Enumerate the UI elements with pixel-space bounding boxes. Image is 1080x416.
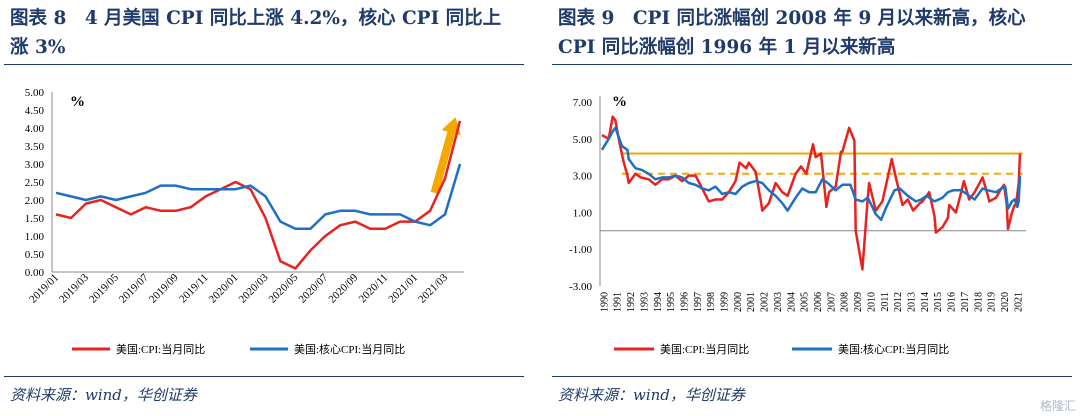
x-tick-label: 2019/09 [147, 271, 181, 305]
x-tick-label: 2004 [786, 292, 797, 312]
right-chart: 7.005.003.001.00-1.00-3.00%1990 1991 1992 1… [569, 94, 1026, 356]
x-tick-label: 2019/03 [57, 271, 91, 305]
x-tick-label: 1994 [653, 292, 664, 312]
x-tick-label: 2008 [840, 292, 851, 312]
x-tick-label: 1998 [706, 292, 717, 312]
y-tick-label: 1.00 [573, 207, 593, 219]
y-tick-label: 7.00 [573, 97, 593, 109]
x-tick-label: 2009 [853, 292, 864, 312]
x-tick-label: 2021/01 [386, 272, 420, 306]
right-bottom-rule [552, 376, 1072, 377]
y-tick-label: 4.50 [25, 105, 45, 117]
y-tick-label: 3.00 [573, 171, 593, 183]
right-source: 资料来源：wind，华创证券 [558, 386, 745, 404]
unit-label: % [70, 94, 85, 110]
x-tick-label: 2011 [880, 292, 891, 312]
legend-label: 美国:CPI:当月同比 [660, 342, 749, 356]
x-tick-label: 2019/05 [87, 271, 121, 305]
x-tick-label: 2019 [987, 292, 998, 312]
x-tick-label: 2021/03 [416, 271, 450, 305]
legend-label: 美国:核心CPI:当月同比 [294, 342, 405, 356]
legend-label: 美国:核心CPI:当月同比 [838, 342, 949, 356]
x-tick-label: 1991 [613, 292, 624, 312]
x-tick-label: 2020/07 [296, 271, 330, 305]
watermark-logo: 格隆汇 [1039, 399, 1076, 413]
y-tick-label: 4.00 [25, 123, 45, 135]
x-tick-label: 2017 [960, 292, 971, 312]
left-title-line1: 图表 8 4 月美国 CPI 同比上涨 4.2%，核心 CPI 同比上 [10, 8, 502, 29]
x-tick-label: 2003 [773, 292, 784, 312]
right-title-line1: 图表 9 CPI 同比涨幅创 2008 年 9 月以来新高，核心 [558, 8, 1026, 29]
x-tick-label: 2018 [973, 292, 984, 312]
left-title-rule [4, 64, 524, 65]
y-tick-label: -1.00 [569, 244, 592, 256]
x-tick-label: 1995 [666, 292, 677, 312]
left-title-line2: 涨 3% [10, 37, 66, 58]
x-tick-label: 2010 [866, 292, 877, 312]
x-tick-label: 2016 [947, 292, 958, 312]
x-tick-label: 2005 [800, 292, 811, 312]
y-tick-label: 2.00 [25, 195, 45, 207]
x-tick-label: 2001 [746, 292, 757, 312]
y-tick-label: 3.00 [25, 159, 45, 171]
y-tick-label: 5.00 [573, 134, 593, 146]
right-figure-title: 图表 9 CPI 同比涨幅创 2008 年 9 月以来新高，核心 CPI 同比涨… [558, 4, 1068, 62]
x-tick-label: 1993 [639, 292, 650, 312]
trend-arrow [430, 117, 461, 194]
x-tick-label: 2000 [733, 292, 744, 312]
x-tick-label: 2020/09 [326, 271, 360, 305]
x-tick-label: 2020/11 [357, 272, 391, 306]
x-tick-label: 2020/05 [267, 271, 301, 305]
x-tick-label: 2002 [760, 292, 771, 312]
left-bottom-rule [4, 376, 524, 377]
x-tick-label: 1997 [693, 292, 704, 312]
left-figure-title: 图表 8 4 月美国 CPI 同比上涨 4.2%，核心 CPI 同比上 涨 3% [10, 4, 520, 62]
x-tick-label: 2021 [1013, 292, 1024, 312]
left-chart: 5.00 4.50 4.00 3.50 3.00 2.50 2.00 1.50 1.00 0.50… [25, 87, 464, 356]
x-tick-label: 2019/11 [177, 272, 211, 306]
left-panel: 图表 8 4 月美国 CPI 同比上涨 4.2%，核心 CPI 同比上 涨 3%… [0, 0, 530, 416]
y-tick-label: 2.50 [25, 177, 45, 189]
x-tick-label: 1990 [599, 292, 610, 312]
y-tick-label: 0.50 [25, 249, 45, 261]
x-tick-label: 2020/01 [207, 272, 241, 306]
right-title-line2: CPI 同比涨幅创 1996 年 1 月以来新高 [558, 37, 896, 58]
y-tick-label: 5.00 [25, 87, 45, 99]
x-tick-label: 2019/07 [117, 271, 151, 305]
x-tick-label: 2020/03 [237, 271, 271, 305]
x-tick-label: 2014 [920, 292, 931, 312]
legend-label: 美国:CPI:当月同比 [116, 342, 205, 356]
x-tick-label: 1999 [720, 292, 731, 312]
y-tick-label: 3.50 [25, 141, 45, 153]
y-tick-label: 1.50 [25, 213, 45, 225]
x-tick-label: 1996 [679, 292, 690, 312]
y-tick-label: 1.00 [25, 231, 45, 243]
core-cpi-series-line [55, 163, 462, 231]
cpi-series-line [55, 120, 462, 270]
core-cpi-series-line [600, 126, 1022, 222]
x-tick-label: 2012 [893, 292, 904, 312]
x-tick-label: 1992 [626, 292, 637, 312]
unit-label: % [612, 94, 627, 110]
y-tick-label: 0.00 [25, 267, 45, 279]
x-tick-label: 2015 [933, 292, 944, 312]
y-tick-label: -3.00 [569, 281, 592, 293]
x-tick-label: 2020 [1000, 292, 1011, 312]
right-panel: 图表 9 CPI 同比涨幅创 2008 年 9 月以来新高，核心 CPI 同比涨… [548, 0, 1080, 416]
right-title-rule [552, 64, 1072, 65]
x-tick-label: 2013 [906, 292, 917, 312]
left-source: 资料来源：wind，华创证券 [10, 386, 197, 404]
x-tick-label: 2007 [826, 292, 837, 312]
x-tick-label: 2006 [813, 292, 824, 312]
